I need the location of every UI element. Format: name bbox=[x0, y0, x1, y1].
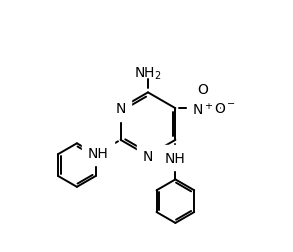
Text: N$^+$: N$^+$ bbox=[193, 100, 214, 117]
Text: NH$_2$: NH$_2$ bbox=[134, 65, 162, 81]
Text: NH: NH bbox=[165, 151, 186, 165]
Text: N: N bbox=[143, 149, 153, 163]
Text: N: N bbox=[115, 102, 126, 116]
Text: O: O bbox=[198, 83, 209, 97]
Text: O$^-$: O$^-$ bbox=[214, 102, 236, 116]
Text: NH: NH bbox=[88, 146, 109, 160]
